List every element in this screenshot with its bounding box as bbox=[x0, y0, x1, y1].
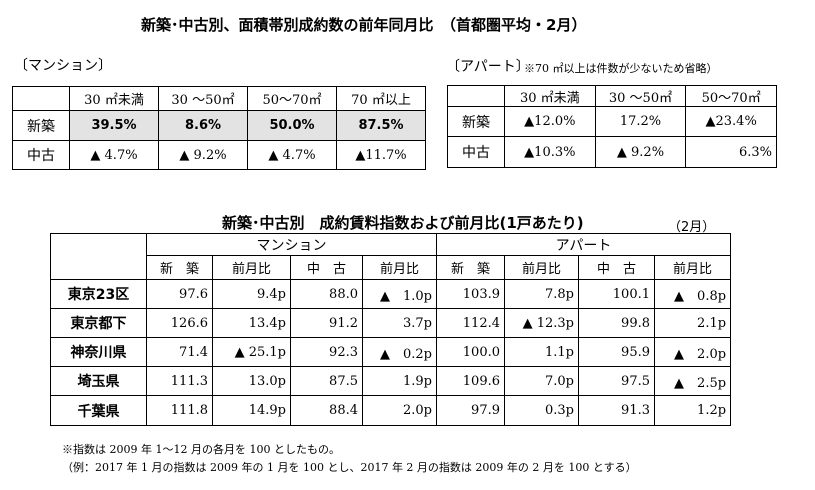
value-cell: 97.6 bbox=[146, 279, 213, 309]
value-cell: 87.5 bbox=[290, 366, 363, 396]
row-label: 新築 bbox=[447, 106, 505, 137]
value-cell: 13.4p bbox=[212, 308, 291, 338]
value-cell: 87.5% bbox=[336, 110, 426, 141]
value-cell: ▲10.3% bbox=[504, 136, 596, 168]
value-cell: ▲ 9.2% bbox=[594, 136, 687, 168]
table-row: 埼玉県 111.3 13.0p 87.5 1.9p 109.6 7.0p 97.… bbox=[50, 366, 732, 396]
table-row: 千葉県 111.8 14.9p 88.4 2.0p 97.9 0.3p 91.3… bbox=[50, 395, 732, 426]
value-cell: 6.3% bbox=[685, 136, 777, 168]
value-cell: 7.0p bbox=[504, 366, 579, 396]
value-cell: ▲ 2.0p bbox=[653, 337, 732, 367]
row-label: 新築 bbox=[12, 110, 70, 141]
value-cell: ▲ 1.0p bbox=[362, 279, 437, 309]
index-title: 新築･中古別 成約賃料指数および前月比(1戸あたり) bbox=[222, 214, 584, 232]
value-cell: 8.6% bbox=[158, 110, 248, 141]
header-cell: 50～70㎡ bbox=[247, 86, 337, 111]
value-cell: 3.7p bbox=[362, 308, 437, 338]
value-cell: 14.9p bbox=[212, 395, 291, 426]
page-title: 新築･中古別、面積帯別成約数の前年同月比 （首都圏平均・2月） bbox=[141, 16, 587, 34]
sub-header: 中 古 bbox=[578, 255, 655, 280]
row-label: 中古 bbox=[447, 136, 505, 168]
value-cell: 97.9 bbox=[436, 395, 505, 426]
value-cell: 88.4 bbox=[290, 395, 363, 426]
value-cell: 2.1p bbox=[653, 308, 732, 338]
value-cell: 97.5 bbox=[578, 366, 655, 396]
sub-header: 新 築 bbox=[146, 255, 213, 280]
value-cell: 111.3 bbox=[146, 366, 213, 396]
value-cell: ▲ 9.2% bbox=[158, 140, 248, 170]
value-cell: ▲23.4% bbox=[685, 106, 777, 137]
value-cell: 1.9p bbox=[362, 366, 437, 396]
value-cell: 71.4 bbox=[146, 337, 213, 367]
value-cell: 111.8 bbox=[146, 395, 213, 426]
month-label: （2月） bbox=[668, 220, 716, 235]
value-cell: 91.3 bbox=[578, 395, 655, 426]
index-table: マンション アパート 新 築 前月比 中 古 前月比 新 築 前月比 中 古 前… bbox=[50, 233, 732, 426]
row-label: 中古 bbox=[12, 140, 70, 170]
value-cell: 50.0% bbox=[247, 110, 337, 141]
corner-cell bbox=[447, 85, 505, 107]
value-cell: ▲ 0.8p bbox=[653, 279, 732, 309]
header-cell: 30 ㎡未満 bbox=[69, 86, 159, 111]
value-cell: 100.1 bbox=[578, 279, 655, 309]
value-cell: 0.3p bbox=[504, 395, 579, 426]
group-header-mansion: マンション bbox=[146, 233, 437, 256]
header-cell: 30 ～50㎡ bbox=[158, 86, 248, 111]
value-cell: 100.0 bbox=[436, 337, 505, 367]
mansion-label: 〔マンション〕 bbox=[14, 58, 112, 74]
sub-header: 中 古 bbox=[290, 255, 363, 280]
corner-cell bbox=[50, 233, 147, 280]
value-cell: ▲ 12.3p bbox=[504, 308, 579, 338]
value-cell: 95.9 bbox=[578, 337, 655, 367]
sub-header: 新 築 bbox=[436, 255, 505, 280]
value-cell: ▲11.7% bbox=[336, 140, 426, 170]
value-cell: 92.3 bbox=[290, 337, 363, 367]
row-label: 埼玉県 bbox=[50, 366, 147, 396]
apart-table: 30 ㎡未満 30 ～50㎡ 50～70㎡ 新築 ▲12.0% 17.2% ▲2… bbox=[447, 85, 777, 168]
value-cell: 13.0p bbox=[212, 366, 291, 396]
value-cell: 2.0p bbox=[362, 395, 437, 426]
header-cell: 50～70㎡ bbox=[685, 85, 777, 107]
value-cell: 99.8 bbox=[578, 308, 655, 338]
footnote-1: ※指数は 2009 年 1～12 月の各月を 100 としたもの。 bbox=[62, 443, 340, 456]
value-cell: 109.6 bbox=[436, 366, 505, 396]
mansion-table: 30 ㎡未満 30 ～50㎡ 50～70㎡ 70 ㎡以上 新築 39.5% 8.… bbox=[12, 86, 426, 170]
value-cell: 88.0 bbox=[290, 279, 363, 309]
group-header-apart: アパート bbox=[435, 233, 732, 256]
header-cell: 70 ㎡以上 bbox=[336, 86, 426, 111]
corner-cell bbox=[12, 86, 70, 111]
apart-label: 〔アパート〕 bbox=[446, 59, 530, 75]
value-cell: ▲ 4.7% bbox=[247, 140, 337, 170]
value-cell: 1.2p bbox=[653, 395, 732, 426]
table-row: 東京都下 126.6 13.4p 91.2 3.7p 112.4 ▲ 12.3p… bbox=[50, 308, 732, 338]
header-cell: 30 ㎡未満 bbox=[504, 85, 596, 107]
value-cell: 17.2% bbox=[594, 106, 687, 137]
value-cell: 9.4p bbox=[212, 279, 291, 309]
value-cell: 91.2 bbox=[290, 308, 363, 338]
value-cell: ▲ 25.1p bbox=[212, 337, 291, 367]
value-cell: 126.6 bbox=[146, 308, 213, 338]
row-label: 東京都下 bbox=[50, 308, 147, 338]
row-label: 千葉県 bbox=[50, 395, 147, 426]
value-cell: ▲ 0.2p bbox=[362, 337, 437, 367]
sub-header: 前月比 bbox=[504, 255, 579, 280]
sub-header: 前月比 bbox=[653, 255, 732, 280]
row-label: 神奈川県 bbox=[50, 337, 147, 367]
sub-header: 前月比 bbox=[362, 255, 437, 280]
value-cell: 39.5% bbox=[69, 110, 159, 141]
value-cell: 1.1p bbox=[504, 337, 579, 367]
table-row: 神奈川県 71.4 ▲ 25.1p 92.3 ▲ 0.2p 100.0 1.1p… bbox=[50, 337, 732, 367]
value-cell: ▲ 4.7% bbox=[69, 140, 159, 170]
row-label: 東京23区 bbox=[50, 279, 147, 309]
table-row: 東京23区 97.6 9.4p 88.0 ▲ 1.0p 103.9 7.8p 1… bbox=[50, 279, 732, 309]
value-cell: ▲12.0% bbox=[504, 106, 596, 137]
sub-header: 前月比 bbox=[212, 255, 291, 280]
value-cell: 103.9 bbox=[436, 279, 505, 309]
apart-note: ※70 ㎡以上は件数が少ないため省略） bbox=[524, 62, 718, 75]
value-cell: 112.4 bbox=[436, 308, 505, 338]
footnote-2: （例：2017 年 1 月の指数は 2009 年の 1 月を 100 とし、20… bbox=[62, 461, 637, 474]
value-cell: 7.8p bbox=[504, 279, 579, 309]
header-cell: 30 ～50㎡ bbox=[594, 85, 687, 107]
value-cell: ▲ 2.5p bbox=[653, 366, 732, 396]
